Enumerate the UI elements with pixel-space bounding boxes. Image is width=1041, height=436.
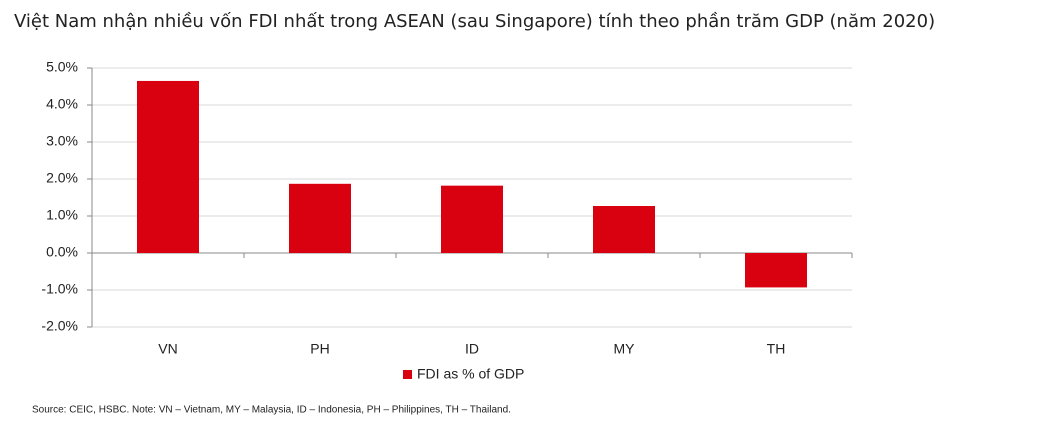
bar	[289, 183, 351, 253]
x-tick-label: TH	[767, 341, 786, 357]
y-tick-label: 3.0%	[46, 133, 78, 149]
y-tick-label: 4.0%	[46, 96, 78, 112]
x-tick-label: MY	[614, 341, 636, 357]
source-note: Source: CEIC, HSBC. Note: VN – Vietnam, …	[32, 405, 511, 416]
y-tick-label: 1.0%	[46, 207, 78, 223]
chart-title: Việt Nam nhận nhiều vốn FDI nhất trong A…	[14, 11, 935, 32]
y-tick-label: 0.0%	[46, 244, 78, 260]
y-tick-label: 5.0%	[46, 59, 78, 75]
x-tick-label: VN	[158, 341, 177, 357]
x-tick-label: ID	[465, 341, 479, 357]
y-tick-label: -2.0%	[41, 318, 78, 334]
bar	[593, 206, 655, 253]
x-tick-label: PH	[310, 341, 329, 357]
legend-swatch	[403, 370, 412, 379]
y-tick-label: -1.0%	[41, 281, 78, 297]
bar	[745, 253, 807, 288]
bar	[137, 80, 199, 253]
y-tick-label: 2.0%	[46, 170, 78, 186]
bar	[441, 185, 503, 253]
legend-label: FDI as % of GDP	[417, 366, 524, 382]
